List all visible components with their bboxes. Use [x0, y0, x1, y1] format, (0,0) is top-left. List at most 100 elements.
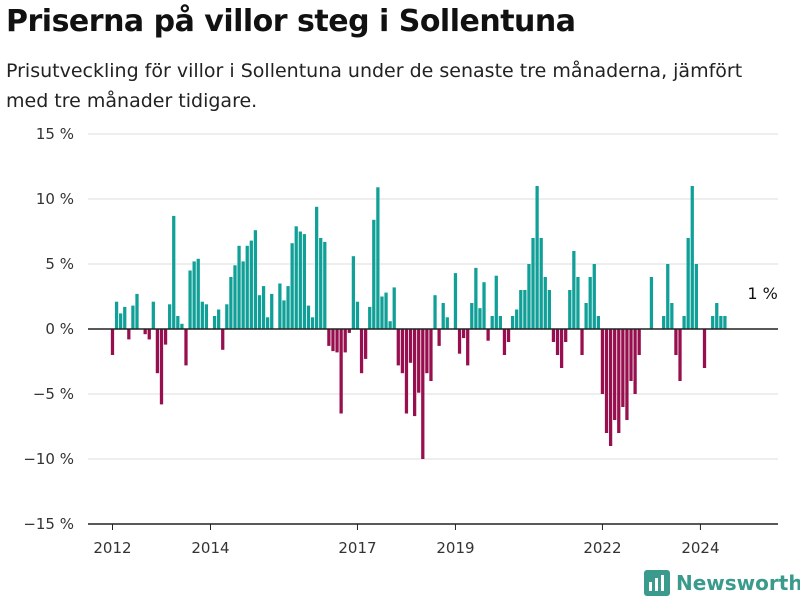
bar: [306, 305, 311, 329]
bar: [176, 316, 180, 329]
bar: [666, 264, 670, 329]
bar: [327, 329, 331, 346]
bar: [519, 290, 523, 329]
bar: [151, 301, 155, 329]
bar: [404, 329, 409, 414]
bar: [494, 275, 498, 329]
bar: [217, 309, 221, 329]
bar: [670, 303, 674, 329]
bar: [110, 329, 115, 355]
bar: [600, 329, 605, 394]
bar: [237, 245, 241, 329]
bar: [261, 286, 266, 329]
bar: [596, 316, 600, 329]
bar: [131, 305, 135, 329]
bar: [147, 329, 151, 340]
bar: [592, 264, 596, 329]
bar: [486, 329, 490, 341]
bar: [678, 329, 682, 381]
bar: [266, 317, 270, 329]
bar: [159, 329, 164, 405]
bar: [388, 321, 392, 329]
bar: [608, 329, 613, 446]
x-tick-label: 2024: [681, 539, 719, 557]
y-tick-label: 10 %: [36, 190, 74, 208]
bar: [290, 243, 294, 329]
bar: [257, 295, 262, 329]
y-tick-label: 0 %: [45, 320, 74, 338]
x-tick-label: 2017: [338, 539, 376, 557]
bar: [453, 273, 458, 329]
bar: [143, 329, 147, 335]
bar: [535, 186, 539, 329]
bar: [355, 301, 360, 329]
bar: [347, 329, 351, 333]
bar: [135, 293, 139, 329]
bar: [163, 329, 168, 345]
bar: [523, 290, 527, 329]
bar: [114, 301, 119, 329]
bar: [417, 329, 421, 393]
bar: [396, 329, 400, 366]
bar: [719, 316, 723, 329]
bar: [470, 303, 474, 329]
bar: [572, 251, 576, 329]
bar: [437, 329, 441, 346]
bar: [335, 329, 339, 353]
bar: [212, 316, 217, 329]
brand[interactable]: Newsworthy: [644, 568, 800, 598]
bar: [127, 329, 131, 340]
x-tick-label: 2014: [191, 539, 229, 557]
bar: [155, 329, 160, 374]
y-tick-label: 15 %: [36, 125, 74, 143]
bar: [339, 329, 343, 414]
x-tick-label: 2012: [93, 539, 131, 557]
bar: [392, 287, 396, 329]
bar: [310, 317, 315, 329]
bar: [498, 316, 502, 329]
bar: [506, 329, 511, 342]
bar: [172, 215, 176, 329]
bar: [461, 329, 466, 339]
y-axis: 15 % 10 % 5 % 0 % −5 % −10 % −15 %: [23, 125, 74, 533]
bar: [412, 329, 417, 417]
bar: [617, 329, 621, 433]
bar: [515, 309, 519, 329]
bar: [315, 206, 319, 329]
bar: [637, 329, 641, 355]
bar: [723, 316, 727, 329]
bar: [445, 317, 449, 329]
bar: [425, 329, 429, 374]
bar: [200, 301, 204, 329]
bar: [323, 241, 327, 329]
bar: [302, 234, 307, 329]
bar: [249, 240, 253, 329]
bar: [715, 303, 719, 329]
bar: [229, 277, 233, 329]
bar: [421, 329, 425, 459]
y-tick-label: −5 %: [33, 385, 74, 403]
bar: [539, 238, 543, 329]
brand-name: Newsworthy: [676, 571, 800, 595]
bar: [359, 329, 364, 374]
bar: [543, 277, 547, 329]
bar: [433, 295, 437, 329]
bar: [621, 329, 625, 407]
bar: [270, 293, 274, 329]
bar: [400, 329, 405, 374]
bar: [674, 329, 678, 355]
bar: [123, 306, 127, 329]
bar: [225, 304, 229, 329]
bar-chart-logo-icon: [644, 570, 670, 596]
bar: [682, 316, 686, 329]
bar: [478, 308, 482, 329]
bar: [547, 290, 551, 329]
bar: [555, 329, 560, 355]
bar: [711, 316, 715, 329]
bars: [110, 186, 727, 459]
bar: [649, 277, 654, 329]
bar: [613, 329, 617, 420]
bar: [604, 329, 609, 433]
bar: [527, 264, 531, 329]
bar: [298, 231, 302, 329]
